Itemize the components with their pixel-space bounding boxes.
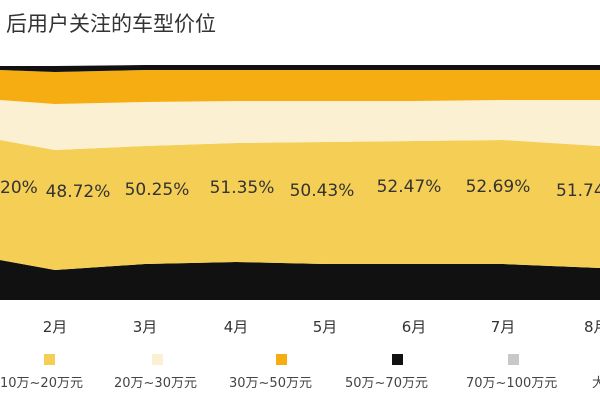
legend-label: 大 xyxy=(592,376,600,391)
legend-label: 30万~50万元 xyxy=(229,376,312,391)
area-20-30 xyxy=(0,100,600,150)
x-tick-label: 6月 xyxy=(402,318,427,336)
legend-label: 50万~70万元 xyxy=(345,376,428,391)
legend-label: 70万~100万元 xyxy=(466,376,558,391)
data-label: 52.47% xyxy=(377,177,442,197)
area-50-70 xyxy=(0,260,600,300)
legend-swatch xyxy=(44,354,55,365)
area-30-50 xyxy=(0,70,600,104)
x-tick-label: 8月 xyxy=(584,318,600,336)
legend-swatch xyxy=(508,354,519,365)
x-tick-label: 7月 xyxy=(491,318,516,336)
data-label: 48.72% xyxy=(46,182,111,202)
x-tick-label: 2月 xyxy=(43,318,68,336)
legend-label: 10万~20万元 xyxy=(0,376,83,391)
x-tick-label: 5月 xyxy=(313,318,338,336)
stacked-area-chart: 20% 48.72% 50.25% 51.35% 50.43% 52.47% 52.69% 5… xyxy=(0,65,600,336)
legend-swatch xyxy=(276,354,287,365)
data-label: 50.25% xyxy=(125,180,190,200)
data-label: 52.69% xyxy=(466,177,531,197)
legend-swatch xyxy=(392,354,403,365)
data-label: 51.74 xyxy=(556,181,600,201)
legend: 10万~20万元 20万~30万元 30万~50万元 50万~70万元 70万~100万… xyxy=(0,350,600,400)
chart-title: 后用户关注的车型价位 xyxy=(6,12,216,36)
data-label: 50.43% xyxy=(290,181,355,201)
area-10-20 xyxy=(0,140,600,270)
x-tick-label: 4月 xyxy=(224,318,249,336)
x-tick-label: 3月 xyxy=(133,318,158,336)
data-label: 51.35% xyxy=(210,178,275,198)
legend-swatch xyxy=(152,354,163,365)
area-top-border xyxy=(0,65,600,72)
data-label-edge: 20% xyxy=(0,178,38,198)
legend-label: 20万~30万元 xyxy=(114,376,197,391)
